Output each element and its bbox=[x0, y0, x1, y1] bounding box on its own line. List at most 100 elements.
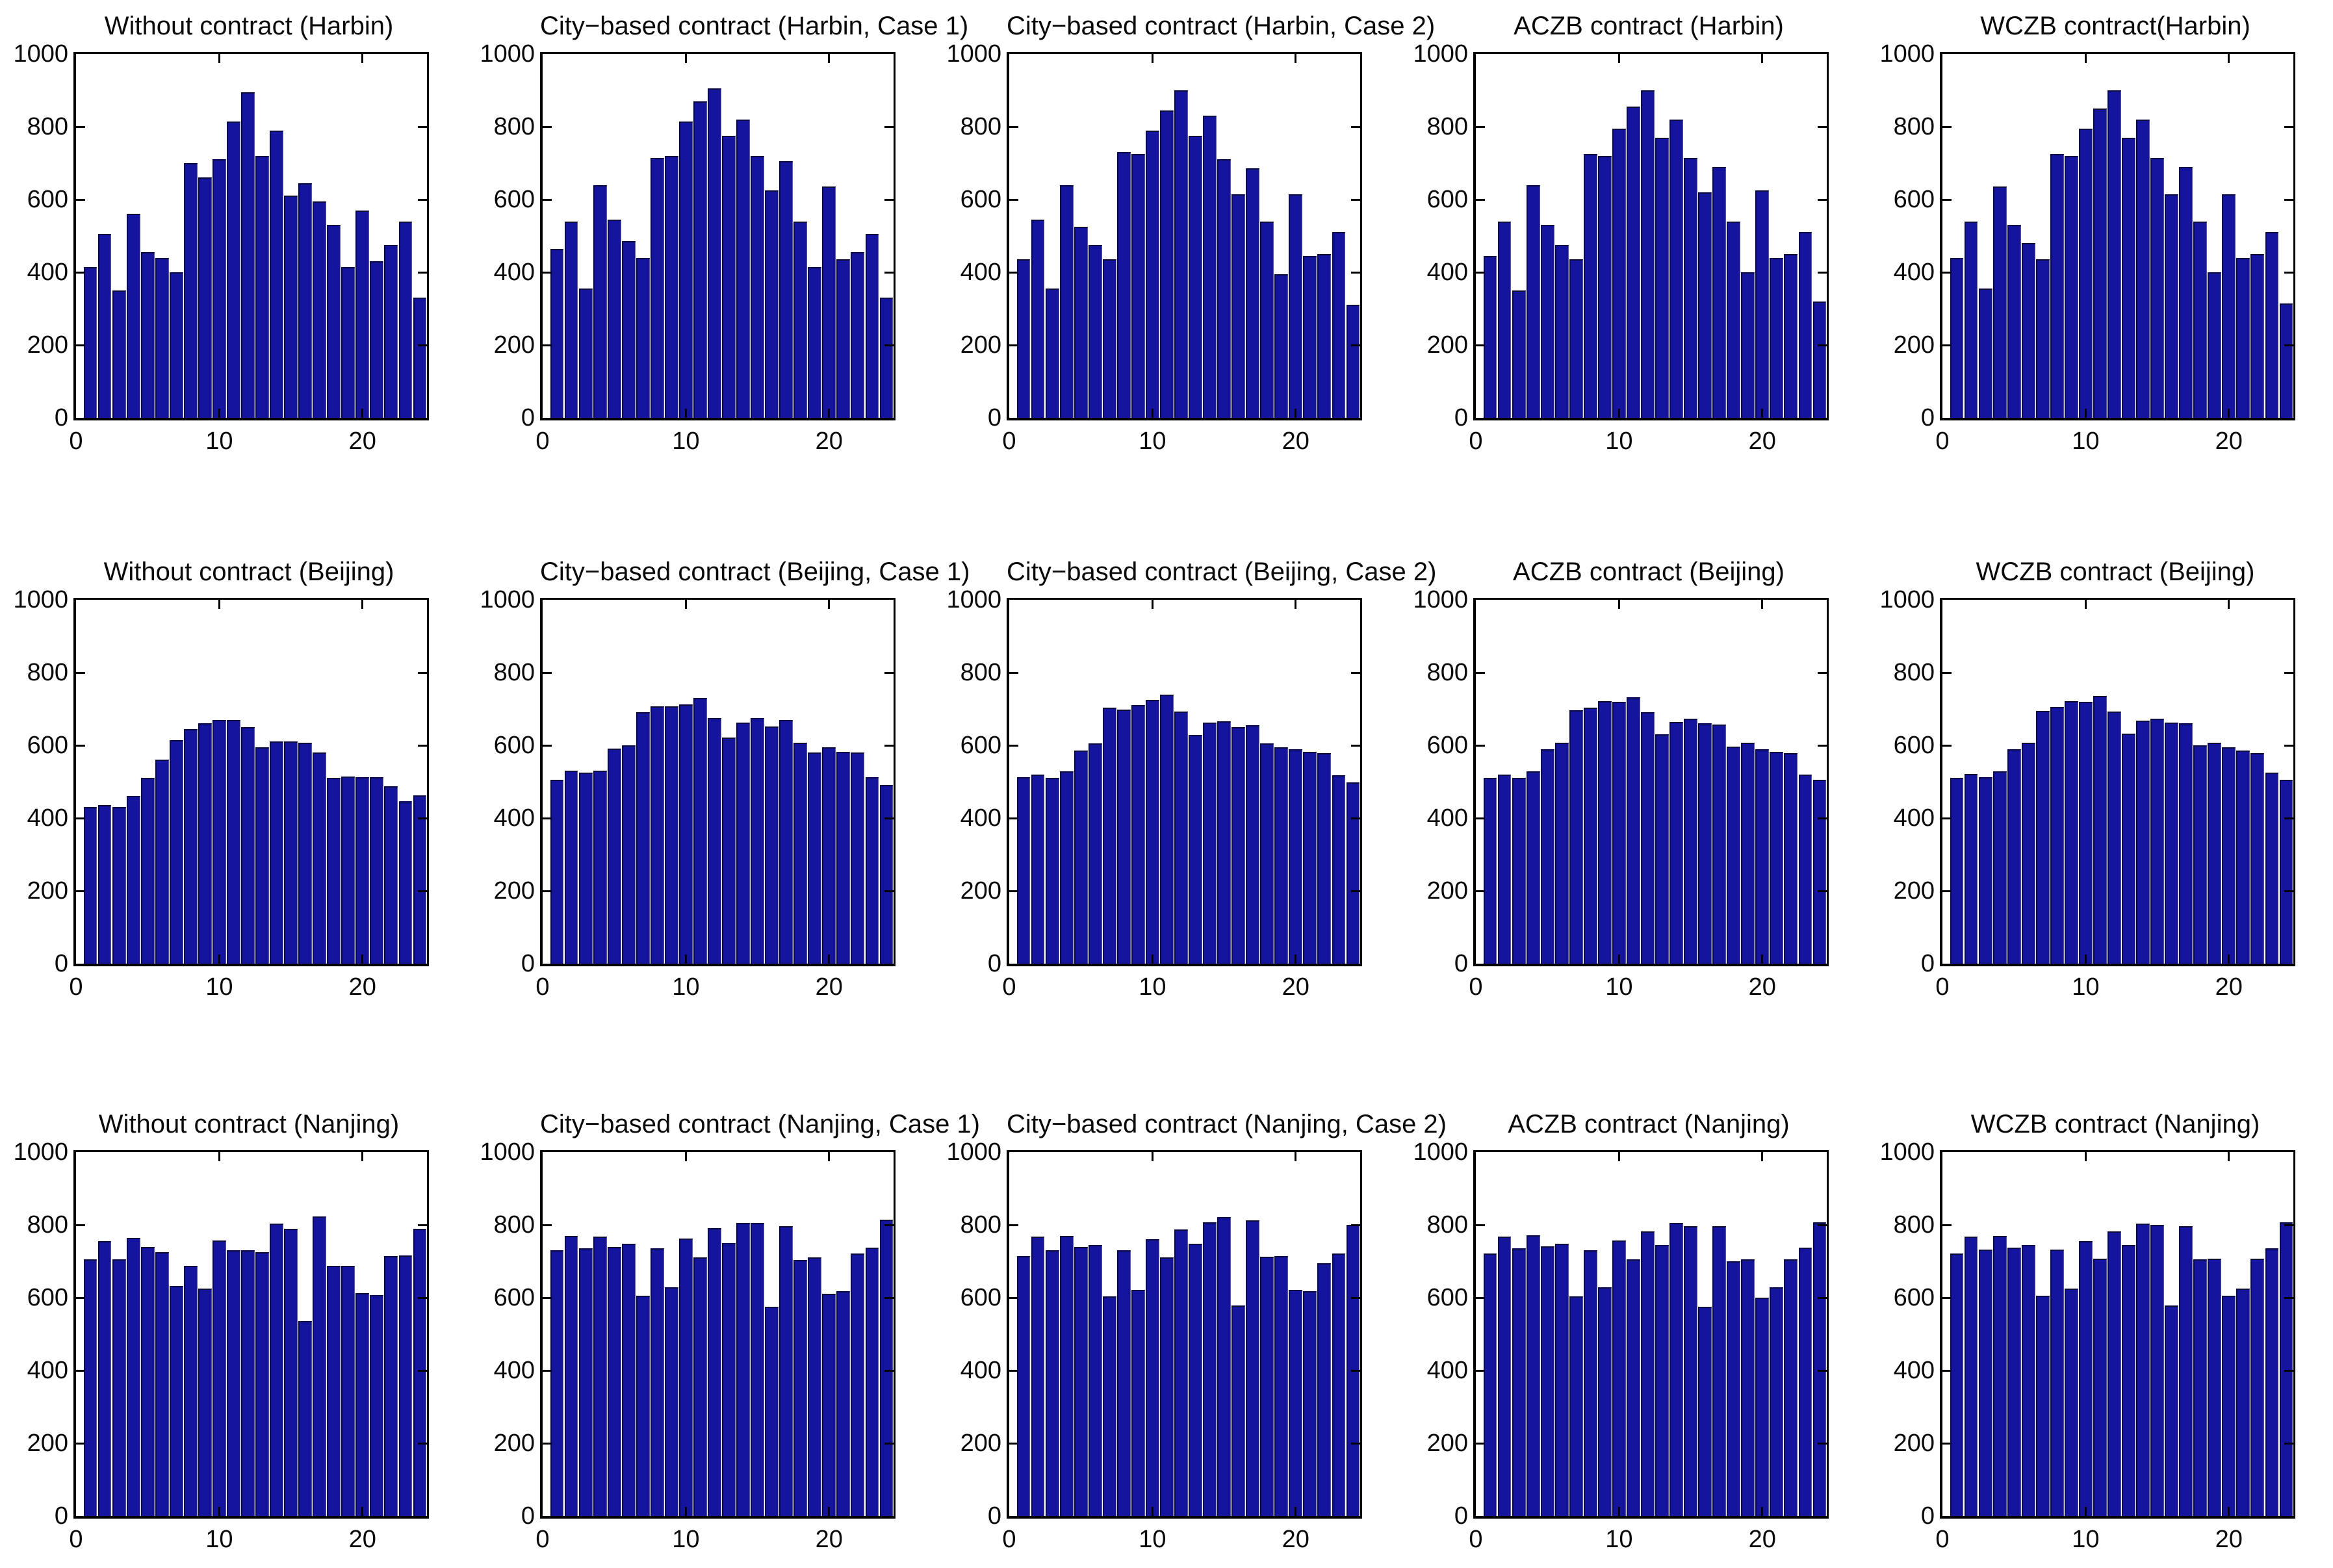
bar bbox=[1784, 753, 1798, 964]
bar bbox=[1231, 727, 1246, 964]
chart-title: Without contract (Nanjing) bbox=[98, 1110, 400, 1138]
y-tick-mark bbox=[1351, 125, 1360, 128]
y-tick-mark bbox=[1009, 817, 1018, 819]
bar bbox=[2107, 711, 2121, 964]
y-tick-label: 600 bbox=[27, 732, 68, 759]
x-tick-mark bbox=[361, 1152, 364, 1161]
y-tick-mark bbox=[76, 271, 85, 274]
y-tick-mark bbox=[543, 1442, 552, 1445]
bar bbox=[1031, 219, 1045, 418]
bar bbox=[1526, 1235, 1540, 1516]
bar bbox=[1770, 751, 1784, 964]
y-tick-label: 0 bbox=[521, 1502, 535, 1530]
chart-cell-aczb-beijing: ACZB contract (Beijing) 0 200 400 600 800 100… bbox=[1405, 554, 1872, 1047]
y-tick-mark bbox=[2284, 344, 2293, 346]
bar bbox=[1016, 1255, 1031, 1516]
y-tick-mark bbox=[884, 744, 894, 747]
y-tick-mark bbox=[543, 744, 552, 747]
x-tick-label: 0 bbox=[1935, 973, 1950, 1001]
x-tick-mark bbox=[1761, 409, 1764, 418]
y-tick-mark bbox=[1351, 744, 1360, 747]
x-tick-label: 10 bbox=[205, 1526, 233, 1553]
bar bbox=[1203, 1222, 1217, 1516]
x-tick-label: 10 bbox=[2072, 428, 2100, 455]
bar bbox=[1964, 1236, 1978, 1516]
bar bbox=[751, 1223, 764, 1516]
bar bbox=[1641, 90, 1655, 418]
y-tick-mark bbox=[1476, 1296, 1485, 1299]
plot-area: 0 200 400 600 800 1000 0 10 20 bbox=[1879, 1140, 2295, 1553]
x-tick-label: 10 bbox=[1139, 1526, 1166, 1553]
x-tick-label: 10 bbox=[1139, 428, 1166, 455]
bar bbox=[255, 747, 269, 964]
bar bbox=[1045, 289, 1059, 418]
bar bbox=[1798, 1247, 1812, 1516]
bar bbox=[564, 221, 578, 418]
bar bbox=[1669, 119, 1683, 418]
y-tick-label: 1000 bbox=[480, 1138, 535, 1166]
y-tick-label: 0 bbox=[1920, 950, 1935, 977]
y-tick-mark bbox=[884, 1442, 894, 1445]
bar bbox=[1260, 1257, 1274, 1516]
bar bbox=[313, 1216, 327, 1516]
y-tick-mark bbox=[76, 125, 85, 128]
bar bbox=[865, 234, 879, 418]
bar bbox=[2064, 1289, 2078, 1516]
plot-area: 0 200 400 600 800 1000 0 10 20 bbox=[946, 1140, 1362, 1553]
bar bbox=[270, 130, 283, 418]
bar bbox=[2250, 254, 2265, 418]
x-tick-mark bbox=[2084, 600, 2087, 609]
x-tick-mark bbox=[828, 600, 831, 609]
bar bbox=[1950, 1253, 1964, 1516]
bar bbox=[2064, 155, 2078, 418]
bar bbox=[2136, 119, 2150, 418]
bar bbox=[341, 1265, 355, 1516]
bar bbox=[83, 266, 97, 418]
y-tick-label: 1000 bbox=[946, 1138, 1001, 1166]
bar bbox=[2165, 723, 2179, 964]
bar bbox=[1497, 221, 1512, 418]
bar bbox=[865, 1248, 879, 1516]
bar bbox=[140, 778, 155, 964]
x-tick-label: 20 bbox=[1282, 1526, 1309, 1553]
bar bbox=[1964, 221, 1978, 418]
bar bbox=[1597, 155, 1612, 418]
y-tick-label: 600 bbox=[960, 732, 1001, 759]
bar bbox=[1346, 305, 1360, 418]
bar bbox=[1174, 1229, 1188, 1516]
bar bbox=[1131, 705, 1145, 964]
bar bbox=[636, 1296, 650, 1516]
bar bbox=[2179, 166, 2193, 418]
bar bbox=[270, 741, 283, 964]
bar bbox=[327, 778, 341, 964]
x-tick-mark bbox=[684, 1152, 687, 1161]
bar bbox=[212, 1240, 226, 1516]
y-tick-label: 200 bbox=[1426, 877, 1468, 905]
bar bbox=[2136, 1224, 2150, 1516]
bar bbox=[1074, 227, 1088, 418]
bar bbox=[83, 1259, 97, 1516]
y-tick-mark bbox=[76, 198, 85, 201]
y-tick-label: 200 bbox=[493, 331, 535, 359]
y-tick-mark bbox=[1942, 1369, 1952, 1372]
bar bbox=[1160, 1257, 1174, 1516]
bar bbox=[693, 101, 707, 418]
x-tick-label: 20 bbox=[2215, 1526, 2243, 1553]
bar bbox=[183, 163, 198, 418]
bar bbox=[1303, 255, 1317, 418]
bar bbox=[2050, 1250, 2064, 1516]
y-tick-label: 0 bbox=[54, 950, 68, 977]
y-tick-mark bbox=[1818, 671, 1827, 674]
y-tick-mark bbox=[76, 671, 85, 674]
x-tick-mark bbox=[1618, 1507, 1620, 1516]
x-tick-mark bbox=[361, 409, 364, 418]
bar bbox=[1174, 711, 1188, 964]
chart-cell-citybased-harbin-case1: City−based contract (Harbin, Case 1) 0 20… bbox=[472, 8, 968, 502]
bar bbox=[2007, 1247, 2021, 1516]
bar bbox=[169, 739, 183, 964]
y-tick-mark bbox=[543, 271, 552, 274]
y-tick-mark bbox=[1009, 744, 1018, 747]
y-tick-mark bbox=[1351, 1296, 1360, 1299]
bar bbox=[851, 252, 865, 418]
y-tick-label: 600 bbox=[1893, 186, 1935, 213]
